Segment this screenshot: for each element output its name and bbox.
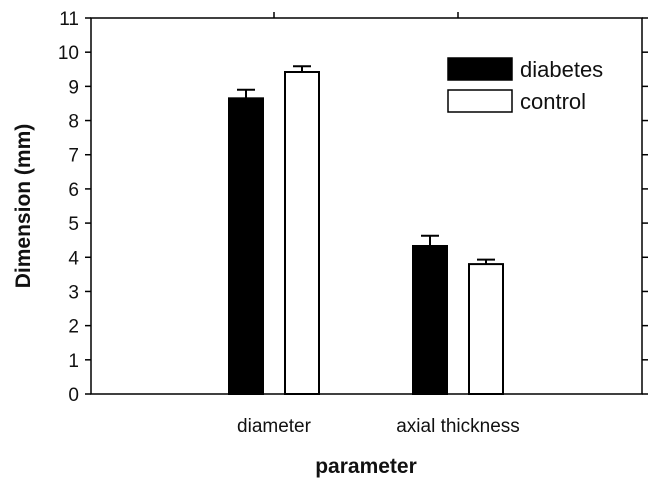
- legend: diabetes control: [447, 57, 603, 114]
- y-tick-label: 6: [68, 180, 79, 201]
- bar-control-axial-thickness: [468, 263, 504, 396]
- bar-diabetes-diameter: [228, 97, 264, 395]
- y-tick-label: 7: [68, 146, 79, 167]
- top-axis-ticks: [273, 12, 459, 18]
- y-tick-label: 3: [68, 282, 79, 303]
- y-tick-label: 10: [58, 43, 79, 64]
- legend-label-diabetes: diabetes: [520, 57, 603, 82]
- legend-swatch-diabetes: [447, 57, 513, 81]
- plot-frame: [90, 17, 643, 395]
- y-axis: 0 1 2 3 4 5 6 7 8 9 10 11: [58, 9, 648, 406]
- y-axis-title: Dimension (mm): [12, 124, 35, 289]
- y-tick-label: 11: [59, 9, 79, 30]
- bar-diabetes-axial-thickness: [412, 244, 448, 395]
- y-tick-label: 5: [68, 214, 79, 235]
- bars: [228, 65, 504, 396]
- y-tick-label: 8: [68, 112, 79, 133]
- y-tick-label: 9: [68, 77, 79, 98]
- bar-control-diameter: [284, 71, 320, 396]
- x-axis: diameter axial thickness: [237, 416, 520, 437]
- x-axis-title: parameter: [315, 455, 417, 478]
- x-tick-label: diameter: [237, 416, 312, 437]
- legend-swatch-control: [447, 89, 513, 113]
- y-tick-label: 1: [68, 351, 79, 372]
- y-tick-label: 2: [68, 317, 79, 338]
- x-tick-label: axial thickness: [396, 416, 520, 437]
- y-tick-label: 0: [68, 385, 79, 406]
- legend-label-control: control: [520, 89, 586, 114]
- y-tick-label: 4: [68, 248, 79, 269]
